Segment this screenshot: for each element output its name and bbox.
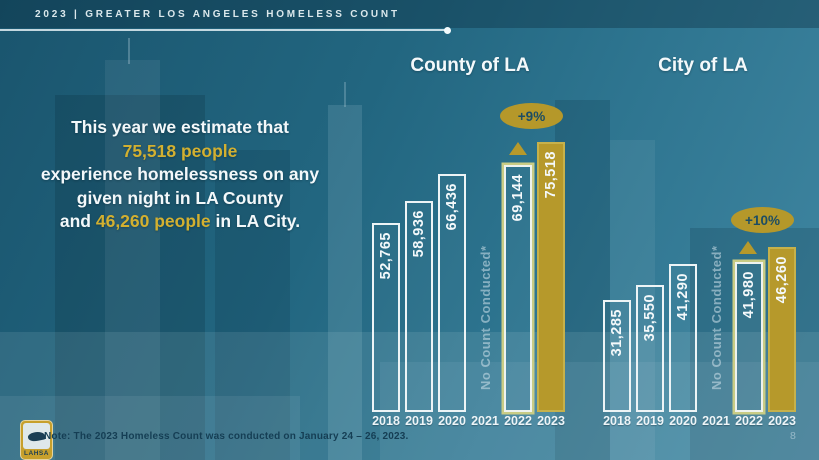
county-column-2021: No Count Conducted*: [471, 228, 499, 412]
county-xlabels: 2018 2019 2020 2021 2022 2023: [372, 414, 565, 428]
county-bar-2023: 75,518: [537, 142, 565, 412]
county-xlabel-2023: 2023: [537, 414, 565, 428]
city-bar-value-2019: 35,550: [642, 294, 658, 342]
county-xlabel-2018: 2018: [372, 414, 400, 428]
county-bar-2019: 58,936: [405, 201, 433, 412]
city-bar-2020: 41,290: [669, 264, 697, 412]
footnote: Note: The 2023 Homeless Count was conduc…: [44, 431, 409, 442]
city-column-2022: 41,980: [735, 262, 763, 412]
city-increase-triangle-icon: [739, 241, 757, 254]
skyline-building: [690, 228, 819, 460]
county-bar-value-2022: 69,144: [510, 174, 526, 222]
city-bar-value-2018: 31,285: [609, 309, 625, 357]
intro-line-5-suffix: in LA City.: [210, 211, 301, 231]
intro-line-2-highlight: 75,518 people: [122, 140, 238, 161]
city-no-count-label: No Count Conducted*: [708, 245, 724, 390]
skyline-antenna: [128, 38, 130, 64]
county-no-count-label: No Count Conducted*: [477, 245, 493, 390]
county-column-2019: 58,936: [405, 201, 433, 412]
county-columns: 52,765 58,936 66,436 No Count Conducted* 69,…: [372, 142, 565, 412]
skyline-rooftops: [0, 332, 819, 460]
county-column-2023: 75,518: [537, 142, 565, 412]
city-column-2020: 41,290: [669, 264, 697, 412]
city-xlabel-2021: 2021: [702, 414, 730, 428]
city-xlabel-2022: 2022: [735, 414, 763, 428]
city-bar-2023: 46,260: [768, 247, 796, 412]
skyline-building: [105, 60, 160, 460]
county-bar-2022: 69,144: [504, 165, 532, 412]
city-xlabel-2020: 2020: [669, 414, 697, 428]
city-bar-2019: 35,550: [636, 285, 664, 412]
county-column-2020: 66,436: [438, 174, 466, 412]
city-bar-2022: 41,980: [735, 262, 763, 412]
city-xlabel-2023: 2023: [768, 414, 796, 428]
county-column-2022: 69,144: [504, 165, 532, 412]
county-bar-value-2020: 66,436: [444, 183, 460, 231]
header-rule: [0, 29, 446, 31]
header-bar: [0, 0, 819, 28]
intro-text: This year we estimate that 75,518 people…: [30, 116, 330, 234]
county-bar-value-2023: 75,518: [543, 151, 559, 199]
intro-line-5: and 46,260 people in LA City.: [30, 210, 330, 234]
city-xlabel-2018: 2018: [603, 414, 631, 428]
intro-line-4: given night in LA County: [76, 187, 284, 208]
intro-line-5-prefix: and: [59, 211, 96, 231]
county-change-badge: +9%: [500, 103, 563, 129]
skyline-building: [55, 95, 205, 460]
city-xlabel-2019: 2019: [636, 414, 664, 428]
intro-line-1: This year we estimate that: [71, 117, 289, 137]
city-bar-value-2023: 46,260: [774, 256, 790, 304]
skyline-antenna: [344, 82, 346, 107]
city-change-badge: +10%: [731, 207, 794, 233]
county-chart-title: County of LA: [410, 55, 530, 76]
city-column-2018: 31,285: [603, 300, 631, 412]
city-bar-2018: 31,285: [603, 300, 631, 412]
slide-header-title: 2023 | GREATER LOS ANGELES HOMELESS COUN…: [35, 9, 400, 20]
county-increase-triangle-icon: [509, 142, 527, 155]
city-column-2019: 35,550: [636, 285, 664, 412]
city-column-2023: 46,260: [768, 247, 796, 412]
county-xlabel-2022: 2022: [504, 414, 532, 428]
lahsa-logo: LAHSA: [20, 420, 53, 460]
county-xlabel-2020: 2020: [438, 414, 466, 428]
county-bar-2018: 52,765: [372, 223, 400, 412]
county-bar-value-2019: 58,936: [411, 210, 427, 258]
page-number: 8: [790, 430, 796, 442]
lahsa-logo-bird-icon: [23, 423, 50, 449]
header-rule-end-dot: [444, 27, 451, 34]
intro-line-3: experience homelessness on any: [40, 164, 320, 184]
skyline-building: [328, 105, 362, 460]
bird-icon: [27, 429, 46, 443]
county-bar-2020: 66,436: [438, 174, 466, 412]
county-xlabel-2021: 2021: [471, 414, 499, 428]
city-bar-value-2020: 41,290: [675, 273, 691, 321]
city-bar-value-2022: 41,980: [741, 271, 757, 319]
city-xlabels: 2018 2019 2020 2021 2022 2023: [603, 414, 796, 428]
intro-line-5-highlight: 46,260 people: [95, 211, 211, 231]
county-bar-value-2018: 52,765: [378, 232, 394, 280]
lahsa-logo-text: LAHSA: [24, 450, 49, 457]
county-column-2018: 52,765: [372, 223, 400, 412]
city-columns: 31,285 35,550 41,290 No Count Conducted* 41,…: [603, 228, 796, 412]
skyline-building: [215, 150, 290, 460]
county-xlabel-2019: 2019: [405, 414, 433, 428]
city-column-2021: No Count Conducted*: [702, 228, 730, 412]
city-chart-title: City of LA: [658, 55, 748, 76]
